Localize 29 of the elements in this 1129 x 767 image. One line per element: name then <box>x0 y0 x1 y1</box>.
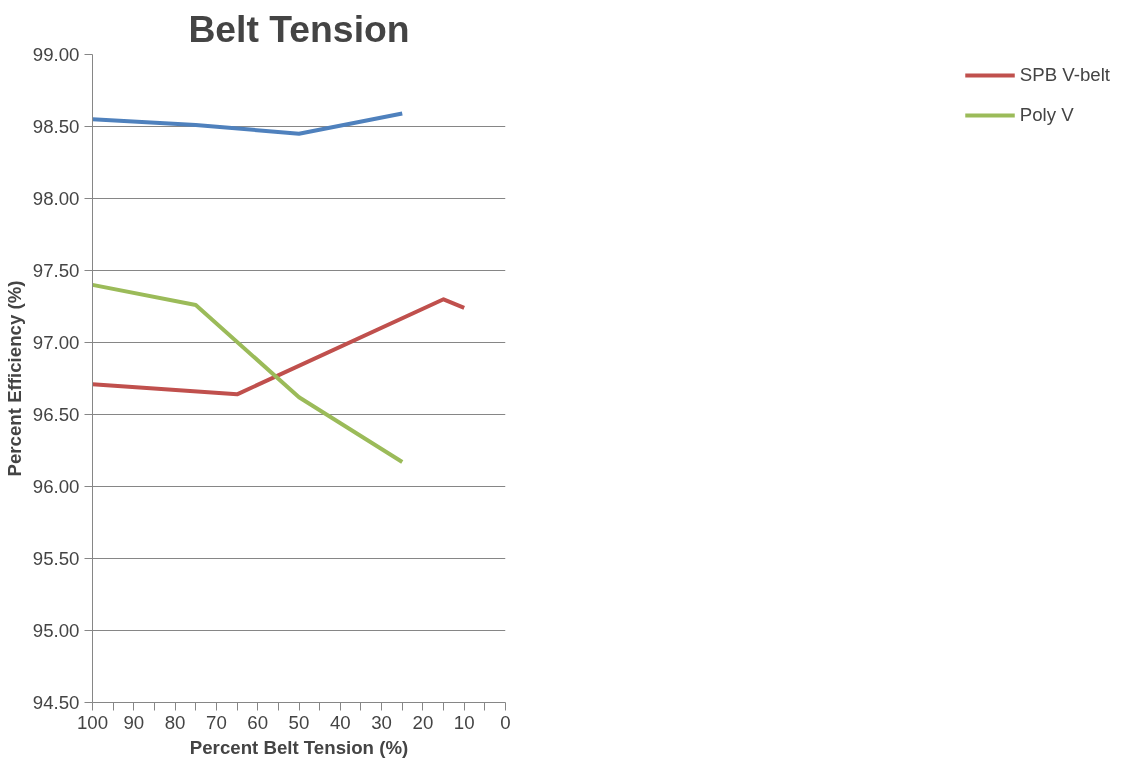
x-axis-title: Percent Belt Tension (%) <box>189 736 409 758</box>
x-tick-label: 70 <box>206 711 227 733</box>
y-tick-label: 98.50 <box>32 116 80 137</box>
y-tick-label: 96.00 <box>32 476 80 497</box>
x-tick-label: 30 <box>371 711 392 733</box>
line-series <box>92 282 405 465</box>
y-tick-label: 95.50 <box>32 548 80 569</box>
y-tick-label: 99.00 <box>32 44 80 65</box>
y-tick-label: 97.50 <box>32 260 80 281</box>
x-tick-label: 90 <box>123 711 145 733</box>
x-tick-label: 50 <box>288 711 310 733</box>
y-tick-label: 96.50 <box>32 404 80 425</box>
y-tick-label: 97.00 <box>32 332 80 353</box>
x-tick-label: 10 <box>453 711 475 733</box>
chart-title: Belt Tension <box>188 7 410 50</box>
y-axis-title: Percent Efficiency (%) <box>3 280 25 477</box>
y-tick-label: 98.00 <box>32 188 80 209</box>
x-tick-label: 80 <box>164 711 186 733</box>
line-series <box>92 297 467 397</box>
x-tick-label: 0 <box>500 711 511 733</box>
legend-label: Poly V <box>1019 104 1074 126</box>
line-series <box>92 111 405 136</box>
x-tick-label: 60 <box>247 711 269 733</box>
y-tick-label: 94.50 <box>32 692 80 713</box>
x-tick-label: 20 <box>412 711 434 733</box>
y-tick-label: 95.00 <box>32 620 80 641</box>
x-tick-label: 100 <box>76 711 109 733</box>
x-tick-label: 40 <box>329 711 351 733</box>
legend-label: SPB V-belt <box>1019 64 1110 86</box>
